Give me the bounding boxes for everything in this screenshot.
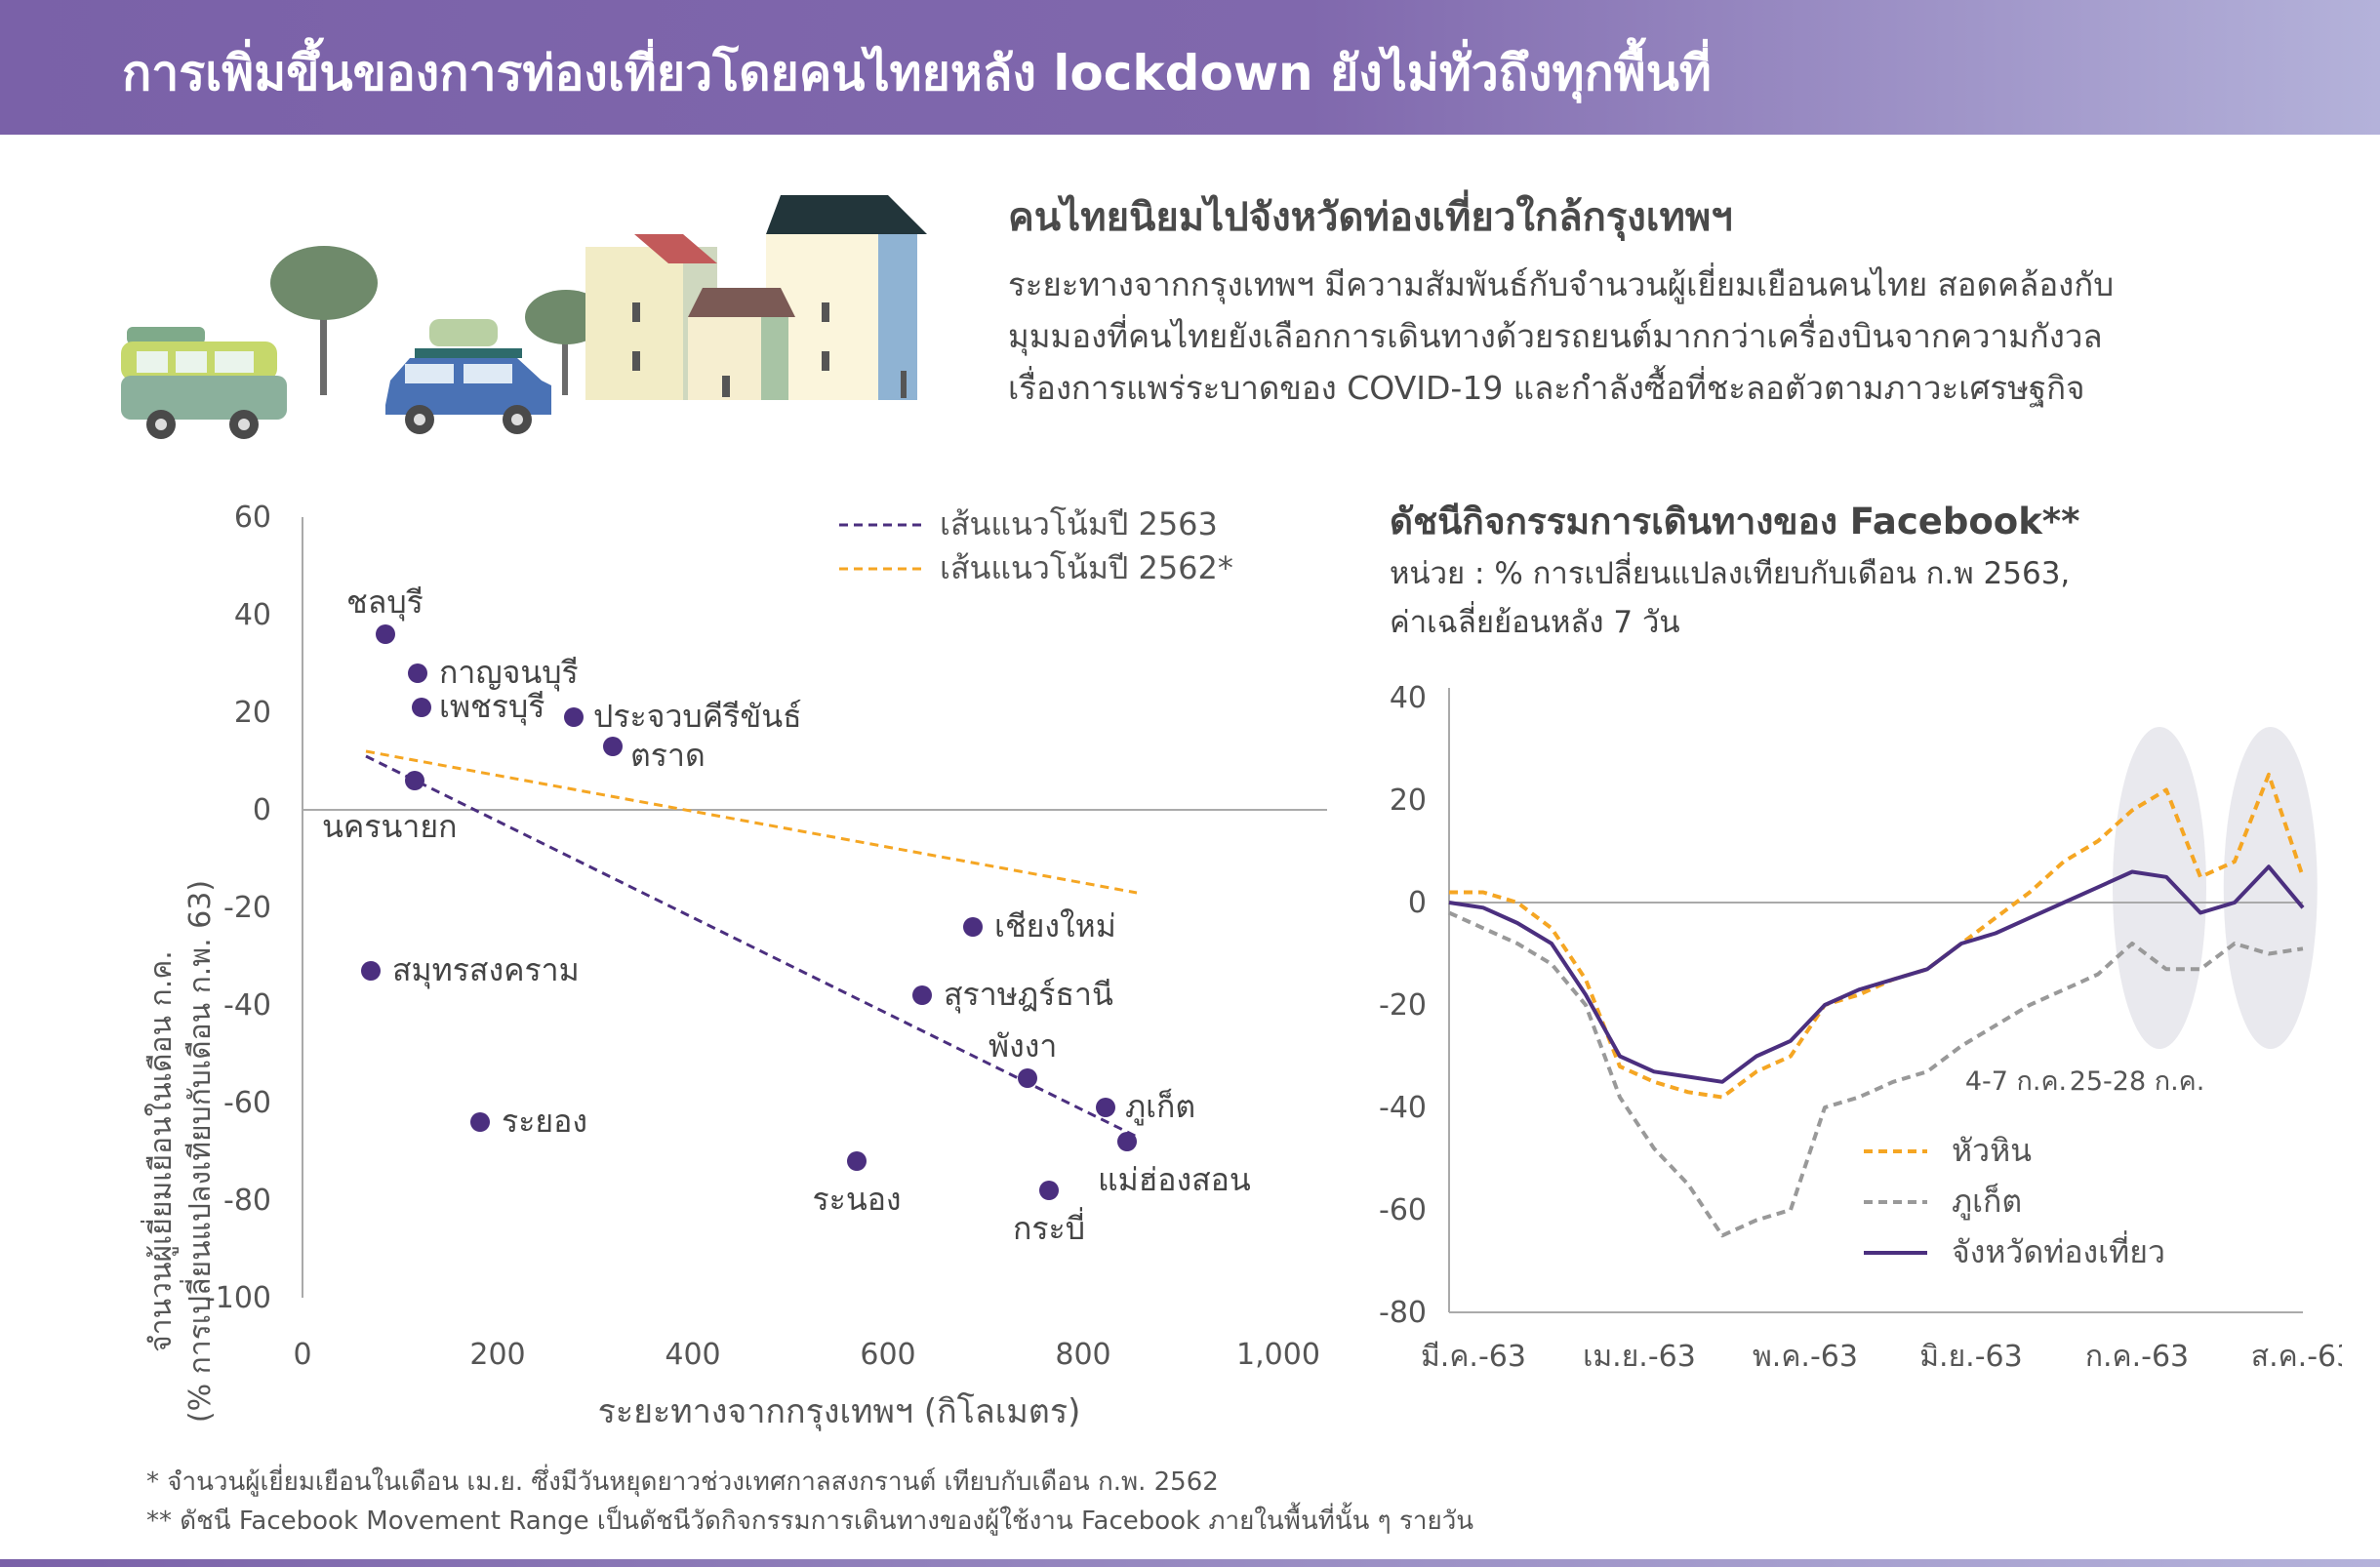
line-chart-subtitle: ค่าเฉลี่ยย้อนหลัง 7 วัน — [1390, 605, 1680, 640]
line-y-tick: 20 — [1390, 784, 1427, 818]
scatter-x-tick: 600 — [860, 1338, 915, 1372]
scatter-point — [1117, 1132, 1137, 1151]
scatter-x-tick: 0 — [293, 1338, 311, 1372]
scatter-point-label: แม่ฮ่องสอน — [1098, 1161, 1251, 1198]
intro-heading: คนไทยนิยมไปจังหวัดท่องเที่ยวใกล้กรุงเทพฯ — [1008, 195, 1733, 240]
scatter-point — [376, 624, 395, 644]
line-series — [1448, 910, 2304, 1238]
legend-label: เส้นแนวโน้มปี 2563 — [940, 505, 1218, 542]
scatter-point-label: พังงา — [988, 1027, 1057, 1065]
line-y-tick: -60 — [1379, 1193, 1427, 1227]
legend-label: ภูเก็ต — [1952, 1183, 2022, 1221]
bottom-rule — [0, 1559, 2380, 1567]
scatter-point-label: กาญจนบุรี — [439, 654, 579, 692]
line-x-tick: เม.ย.-63 — [1583, 1340, 1696, 1374]
tree-icon — [270, 246, 378, 395]
van-icon — [121, 327, 287, 439]
scatter-point-label: กระบี่ — [1013, 1207, 1085, 1247]
trendline — [365, 754, 1138, 1139]
scatter-point-label: ระนอง — [812, 1181, 901, 1218]
scatter-point — [408, 663, 427, 683]
scatter-y-tick: -20 — [223, 891, 271, 925]
footnote: * จำนวนผู้เยี่ยมเยือนในเดือน เม.ย. ซึ่งม… — [146, 1467, 1219, 1497]
scatter-y-tick: -80 — [223, 1184, 271, 1218]
scatter-point — [1018, 1068, 1037, 1088]
scatter-x-axis-title: ระยะทางจากกรุงเทพฯ (กิโลเมตร) — [598, 1392, 1081, 1431]
intro-line: มุมมองที่คนไทยยังเลือกการเดินทางด้วยรถยน… — [1008, 317, 2103, 355]
scatter-point — [361, 961, 381, 981]
scatter-point-label: นครนายก — [322, 808, 457, 845]
scatter-point-label: ระยอง — [502, 1103, 587, 1140]
line-series — [1449, 772, 2305, 1100]
legend-label: จังหวัดท่องเที่ยว — [1952, 1230, 2165, 1270]
scatter-x-tick: 800 — [1055, 1338, 1110, 1372]
line-chart-title: ดัชนีกิจกรรมการเดินทางของ Facebook** — [1390, 501, 2080, 542]
scatter-point-label: ตราด — [630, 737, 706, 774]
scatter-y-tick: -60 — [223, 1086, 271, 1120]
legend-label: เส้นแนวโน้มปี 2562* — [940, 549, 1233, 586]
scatter-point — [405, 771, 424, 790]
scatter-point — [564, 707, 584, 727]
scatter-x-tick: 1,000 — [1236, 1338, 1320, 1372]
scatter-point-label: สุราษฎร์ธานี — [944, 976, 1113, 1014]
scatter-y-axis-title-line2: (% การเปลี่ยนแปลงเทียบกับเดือน ก.พ. 63) — [180, 880, 218, 1423]
intro-line: เรื่องการแพร่ระบาดของ COVID-19 และกำลังซ… — [1008, 369, 2085, 407]
legend-label: หัวหิน — [1952, 1132, 2032, 1169]
scatter-point — [1096, 1098, 1115, 1117]
scatter-point-label: ภูเก็ต — [1125, 1088, 1195, 1126]
scatter-point-label: เพชรบุรี — [439, 688, 545, 726]
line-y-tick: 40 — [1390, 681, 1427, 715]
scatter-y-tick: 20 — [234, 696, 271, 730]
line-x-tick: ก.ค.-63 — [2085, 1340, 2189, 1374]
scatter-point — [412, 698, 431, 717]
header-banner: การเพิ่มขึ้นของการท่องเที่ยวโดยคนไทยหลัง… — [0, 0, 2380, 135]
highlight-period — [2113, 727, 2206, 1049]
line-chart: 40 20 0 -20 -40 -60 -80 มี.ค.-63 เม.ย.-63 พ.ค.-63… — [1379, 681, 2342, 1374]
house-icon — [766, 195, 927, 400]
intro-line: ระยะทางจากกรุงเทพฯ มีความสัมพันธ์กับจำนว… — [1008, 265, 2115, 303]
line-x-tick: พ.ค.-63 — [1753, 1340, 1858, 1374]
travel-illustration — [121, 195, 927, 439]
trendline — [365, 749, 1138, 895]
scatter-y-tick: -100 — [205, 1281, 271, 1315]
scatter-point-label: ประจวบคีรีขันธ์ — [593, 698, 802, 735]
line-x-tick: มิ.ย.-63 — [1919, 1340, 2022, 1374]
scatter-x-tick: 200 — [469, 1338, 525, 1372]
scatter-y-tick: -40 — [223, 988, 271, 1023]
scatter-point — [1039, 1181, 1059, 1200]
line-y-tick: -80 — [1379, 1296, 1427, 1330]
line-chart-subtitle: หน่วย : % การเปลี่ยนแปลงเทียบกับเดือน ก.… — [1390, 556, 2071, 591]
line-series — [1448, 864, 2305, 1084]
scatter-point-label: เชียงใหม่ — [994, 907, 1116, 944]
line-y-tick: -40 — [1379, 1091, 1427, 1125]
scatter-point — [912, 985, 932, 1005]
scatter-point — [603, 737, 623, 756]
scatter-point — [847, 1151, 867, 1171]
page-title: การเพิ่มขึ้นของการท่องเที่ยวโดยคนไทยหลัง… — [122, 45, 1712, 101]
scatter-y-tick: 60 — [234, 501, 271, 535]
scatter-point-label: สมุทรสงคราม — [392, 951, 580, 989]
scatter-point — [470, 1112, 490, 1132]
scatter-point — [963, 917, 983, 937]
car-icon — [385, 319, 551, 434]
scatter-y-axis-title-line1: จำนวนผู้เยี่ยมเยือนในเดือน ก.ค. — [141, 950, 179, 1352]
scatter-y-tick: 0 — [253, 793, 271, 827]
line-x-tick: ส.ค.-63 — [2251, 1340, 2342, 1374]
scatter-x-tick: 400 — [665, 1338, 720, 1372]
line-y-tick: -20 — [1379, 988, 1427, 1023]
scatter-y-tick: 40 — [234, 598, 271, 632]
scatter-point-label: ชลบุรี — [346, 583, 424, 622]
highlight-period — [2223, 727, 2318, 1049]
line-y-tick: 0 — [1408, 886, 1427, 920]
period-annotation: 25-28 ก.ค. — [2070, 1066, 2205, 1097]
footnote: ** ดัชนี Facebook Movement Range เป็นดัช… — [146, 1507, 1474, 1536]
line-x-tick: มี.ค.-63 — [1421, 1340, 1526, 1374]
house-icon — [688, 288, 795, 400]
period-annotation: 4-7 ก.ค. — [1965, 1066, 2067, 1097]
